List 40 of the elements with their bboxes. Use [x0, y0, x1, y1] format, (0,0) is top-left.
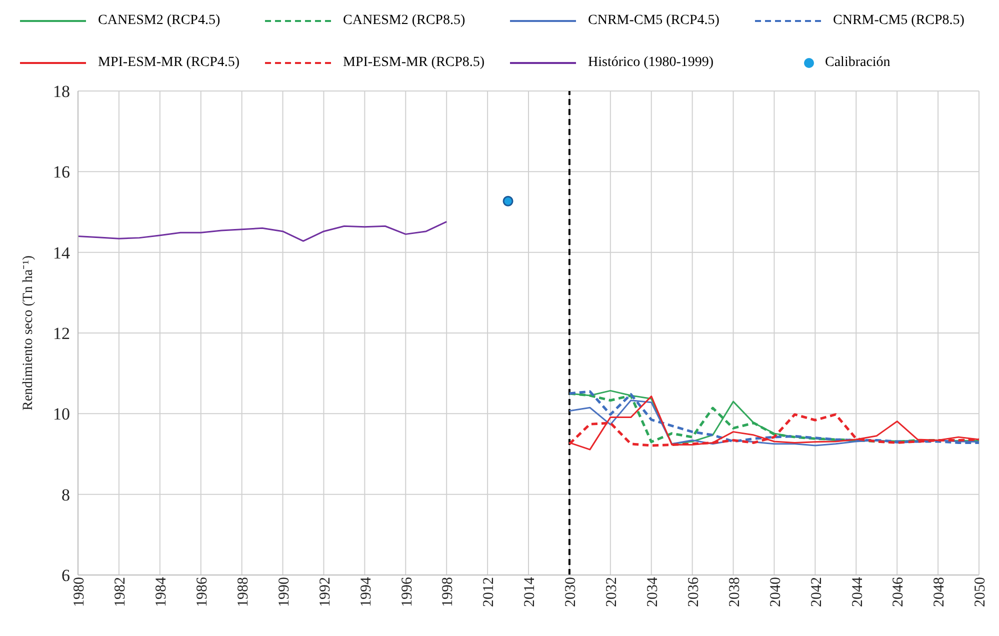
- x-tick-label: 2030: [563, 577, 580, 607]
- y-axis-title: Rendimiento seco (Tn ha⁻¹): [21, 255, 36, 410]
- y-tick-label: 14: [53, 243, 70, 262]
- legend-label: CNRM-CM5 (RCP8.5): [833, 13, 964, 29]
- legend-label: MPI-ESM-MR (RCP8.5): [343, 55, 485, 71]
- legend-label: CANESM2 (RCP4.5): [98, 13, 220, 29]
- x-tick-label: 2034: [645, 576, 662, 607]
- x-tick-label: 1982: [112, 577, 129, 607]
- x-tick-label: 2050: [972, 577, 989, 607]
- x-tick-label: 2032: [604, 577, 620, 607]
- y-tick-label: 12: [53, 324, 70, 344]
- x-tick-label: 2048: [932, 577, 948, 607]
- y-tick-label: 8: [62, 485, 70, 504]
- y-tick-label: 10: [53, 404, 70, 424]
- x-tick-label: 2044: [850, 576, 866, 607]
- x-tick-label: 1998: [440, 577, 456, 607]
- x-tick-label: 1984: [154, 576, 170, 607]
- line-series: [78, 220, 448, 242]
- x-tick-label: 2012: [481, 577, 498, 607]
- x-tick-label: 1992: [317, 577, 334, 607]
- x-tick-label: 1988: [235, 577, 252, 607]
- x-tick-label: 2046: [890, 576, 907, 607]
- x-tick-label: 2038: [726, 577, 743, 607]
- legend-label: Histórico (1980-1999): [588, 55, 714, 71]
- x-tick-label: 2014: [522, 576, 538, 607]
- x-tick-label: 1990: [276, 577, 292, 607]
- y-tick-label: 6: [62, 566, 70, 586]
- x-tick-label: 2042: [808, 577, 825, 607]
- legend-label: Calibración: [825, 55, 890, 71]
- y-tick-label: 18: [53, 82, 70, 102]
- legend-label: CNRM-CM5 (RCP4.5): [588, 13, 720, 29]
- x-tick-label: 2036: [686, 576, 702, 607]
- x-tick-label: 2040: [768, 577, 784, 607]
- legend-label: CANESM2 (RCP8.5): [343, 13, 466, 29]
- x-tick-label: 1994: [358, 576, 374, 607]
- x-tick-label: 1986: [194, 576, 211, 607]
- x-tick-label: 1980: [72, 577, 88, 607]
- legend-label: MPI-ESM-MR (RCP4.5): [98, 55, 240, 71]
- x-tick-label: 1996: [399, 576, 416, 607]
- y-tick-label: 16: [53, 162, 70, 182]
